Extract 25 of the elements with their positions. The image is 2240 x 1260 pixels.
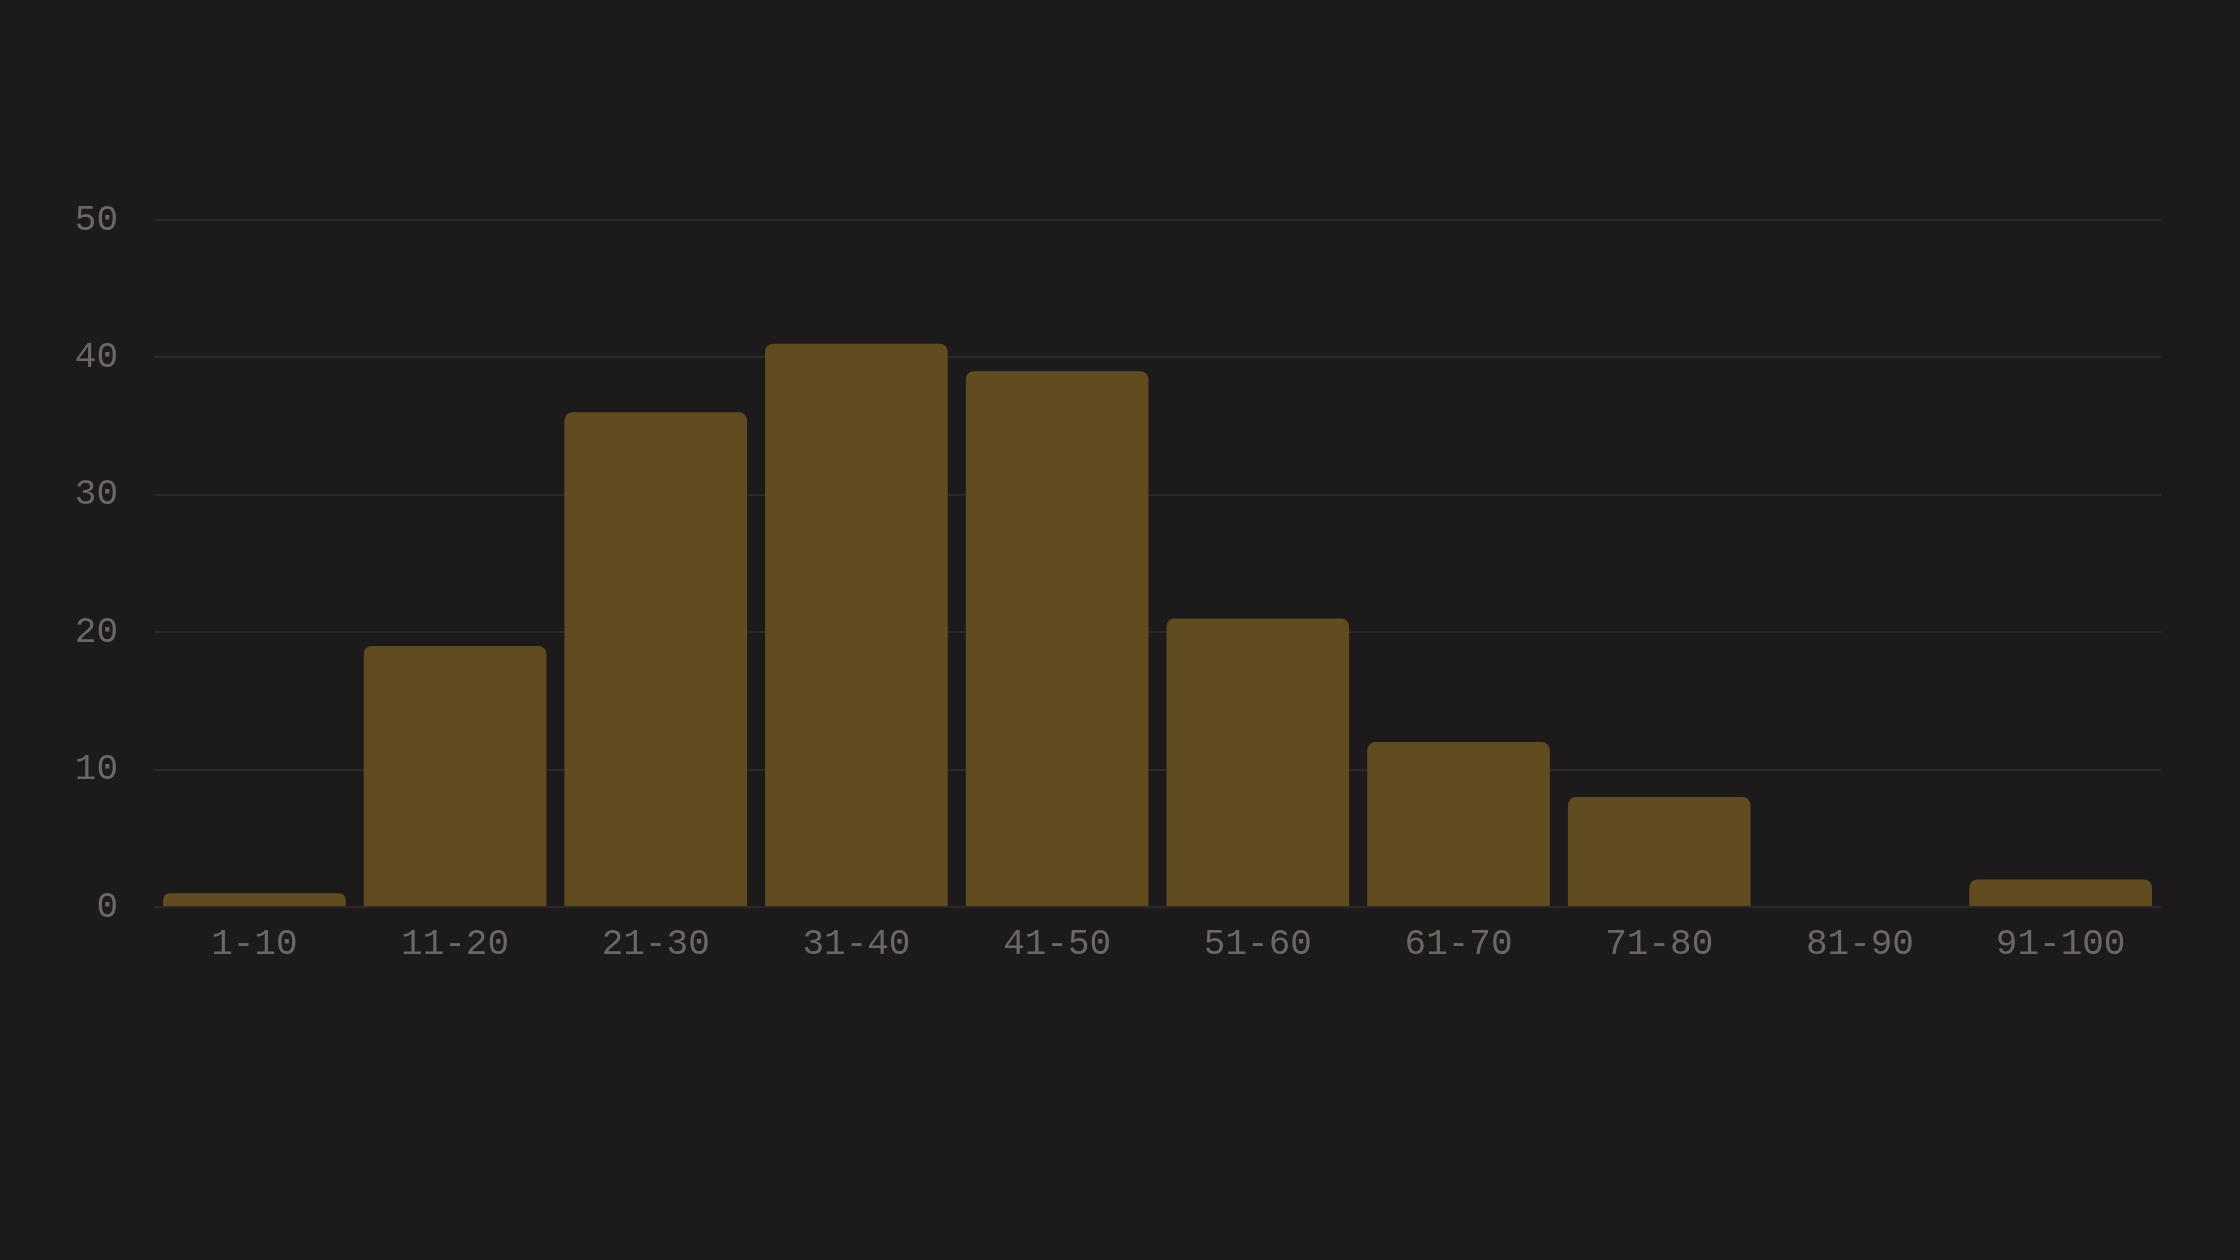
bar [564,412,748,906]
y-tick-label: 40 [74,336,118,378]
x-tick-label: 21-30 [601,924,710,966]
bar [163,893,346,906]
x-tick-label: 91-100 [1995,924,2126,966]
x-tick-label: 11-20 [401,924,510,966]
y-tick-label: 0 [96,886,118,928]
bar [363,645,547,906]
x-tick-label: 1-10 [211,924,298,966]
bar [765,343,948,906]
x-tick-label: 31-40 [802,924,911,966]
y-tick-label: 10 [74,749,118,791]
bar [1567,797,1751,906]
x-tick-label: 51-60 [1203,924,1312,966]
x-tick-label: 61-70 [1404,924,1513,966]
bar [1969,879,2152,906]
bar [1367,742,1550,906]
x-tick-label: 41-50 [1003,924,1112,966]
bar [1166,618,1350,906]
bar [965,371,1149,906]
x-tick-label: 81-90 [1805,924,1914,966]
y-tick-label: 50 [74,199,118,241]
y-tick-label: 30 [74,474,118,516]
x-tick-label: 71-80 [1605,924,1714,966]
y-tick-label: 20 [74,611,118,653]
